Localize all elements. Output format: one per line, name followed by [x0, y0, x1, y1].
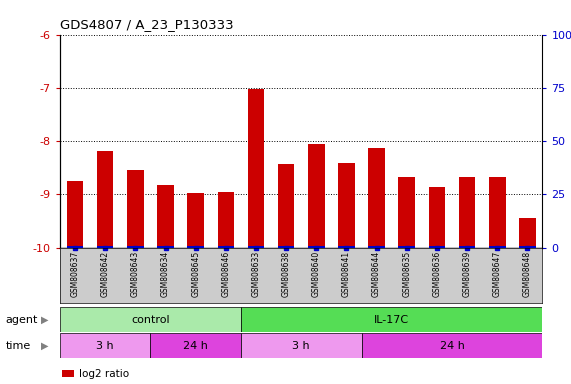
- Bar: [519, 218, 536, 248]
- Bar: [97, 245, 114, 248]
- Bar: [519, 245, 536, 248]
- Bar: [157, 245, 174, 248]
- Bar: [187, 245, 204, 248]
- Bar: [60, 333, 150, 358]
- Bar: [308, 144, 324, 248]
- Bar: [187, 193, 204, 248]
- Text: GSM808642: GSM808642: [100, 250, 110, 296]
- Bar: [489, 177, 505, 248]
- Text: GSM808638: GSM808638: [282, 250, 291, 296]
- Text: GSM808634: GSM808634: [161, 250, 170, 297]
- Bar: [338, 164, 355, 248]
- Text: 24 h: 24 h: [183, 341, 208, 351]
- Text: GDS4807 / A_23_P130333: GDS4807 / A_23_P130333: [60, 18, 234, 31]
- Bar: [361, 333, 542, 358]
- Text: GSM808635: GSM808635: [402, 250, 411, 297]
- Text: GSM808637: GSM808637: [71, 250, 79, 297]
- Text: GSM808639: GSM808639: [463, 250, 472, 297]
- Text: GSM808646: GSM808646: [222, 250, 230, 297]
- Bar: [399, 177, 415, 248]
- Text: GSM808643: GSM808643: [131, 250, 140, 297]
- Bar: [127, 170, 144, 248]
- Text: GSM808645: GSM808645: [191, 250, 200, 297]
- Bar: [459, 245, 475, 248]
- Text: 3 h: 3 h: [96, 341, 114, 351]
- Bar: [278, 164, 295, 248]
- Bar: [62, 370, 74, 377]
- Bar: [429, 187, 445, 248]
- Bar: [368, 245, 385, 248]
- Bar: [157, 185, 174, 248]
- Text: log2 ratio: log2 ratio: [79, 369, 130, 379]
- Text: GSM808648: GSM808648: [523, 250, 532, 296]
- Bar: [60, 307, 241, 332]
- Bar: [67, 181, 83, 248]
- Bar: [150, 333, 241, 358]
- Bar: [429, 245, 445, 248]
- Bar: [459, 177, 475, 248]
- Text: GSM808647: GSM808647: [493, 250, 502, 297]
- Bar: [278, 245, 295, 248]
- Bar: [308, 245, 324, 248]
- Text: IL-17C: IL-17C: [374, 314, 409, 325]
- Bar: [399, 245, 415, 248]
- Text: ▶: ▶: [41, 341, 49, 351]
- Text: agent: agent: [6, 314, 38, 325]
- Bar: [241, 333, 361, 358]
- Bar: [248, 245, 264, 248]
- Bar: [218, 192, 234, 248]
- Text: control: control: [131, 314, 170, 325]
- Text: GSM808644: GSM808644: [372, 250, 381, 297]
- Text: time: time: [6, 341, 31, 351]
- Text: GSM808641: GSM808641: [342, 250, 351, 296]
- Bar: [368, 147, 385, 248]
- Bar: [127, 245, 144, 248]
- Bar: [218, 245, 234, 248]
- Bar: [97, 151, 114, 248]
- Text: GSM808640: GSM808640: [312, 250, 321, 297]
- Text: GSM808633: GSM808633: [251, 250, 260, 297]
- Bar: [241, 307, 542, 332]
- Text: GSM808636: GSM808636: [432, 250, 441, 297]
- Bar: [489, 245, 505, 248]
- Bar: [248, 89, 264, 248]
- Bar: [67, 245, 83, 248]
- Text: ▶: ▶: [41, 314, 49, 325]
- Bar: [338, 245, 355, 248]
- Text: 24 h: 24 h: [440, 341, 464, 351]
- Text: 3 h: 3 h: [292, 341, 310, 351]
